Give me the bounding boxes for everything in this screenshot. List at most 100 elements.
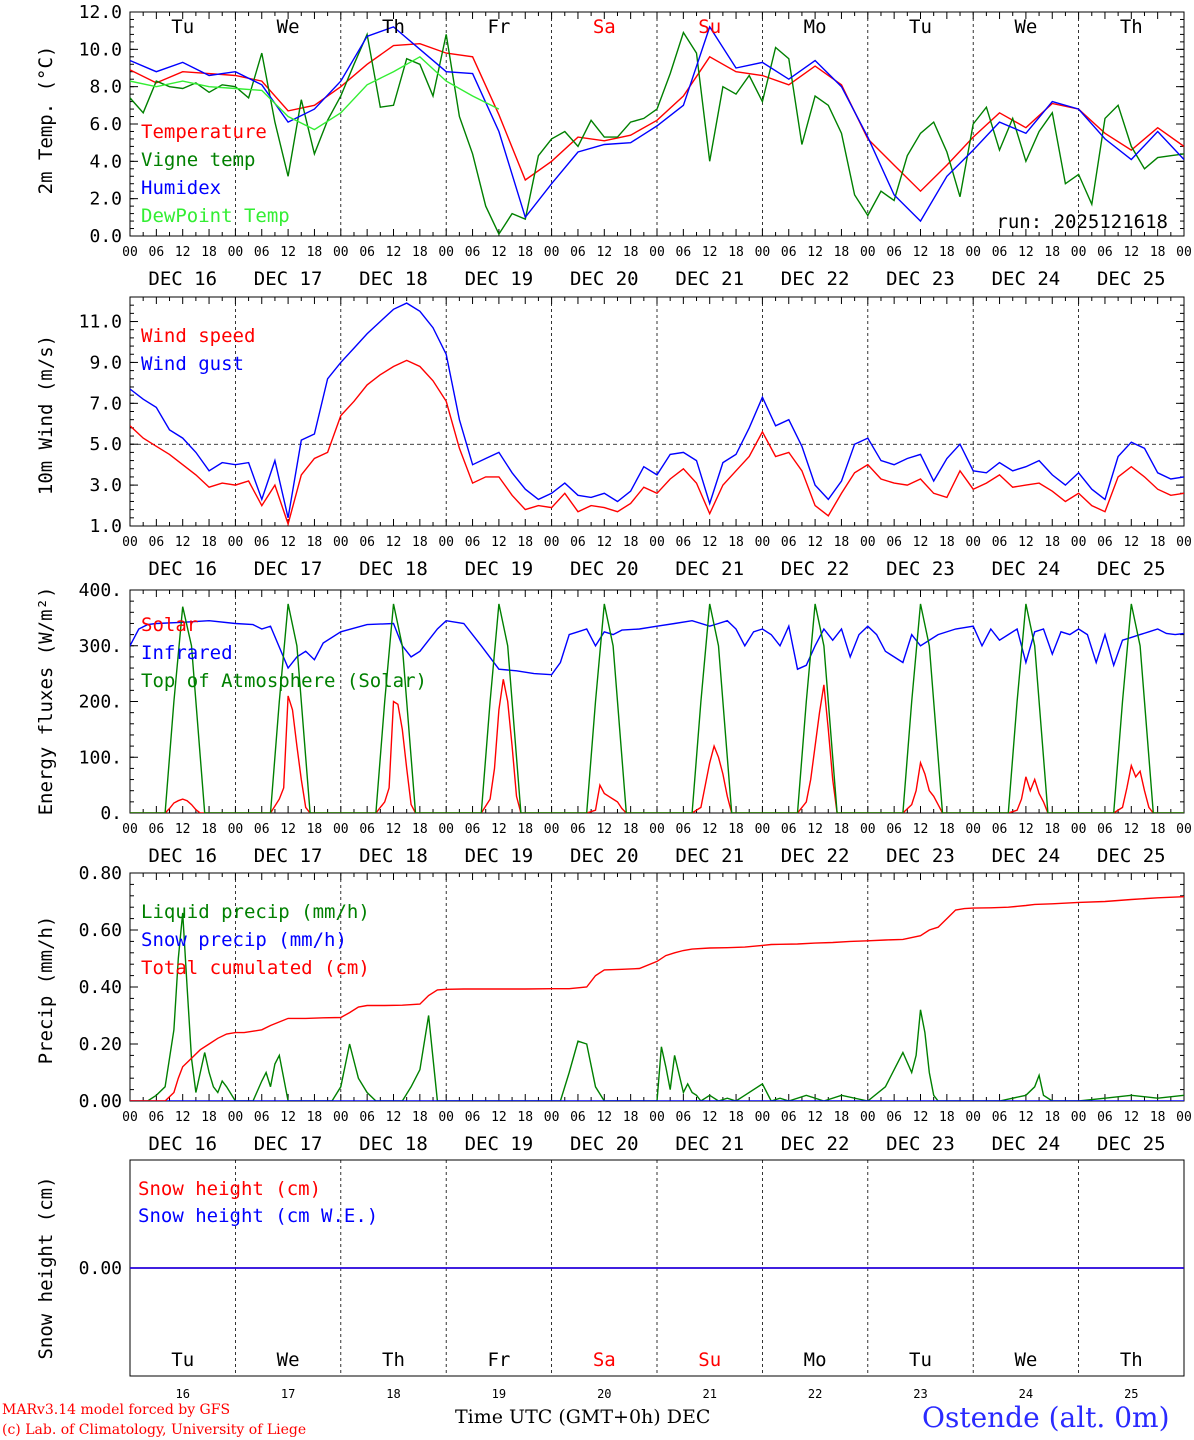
hour-tick-label: 12 (386, 822, 402, 837)
weekday-label: Fr (487, 1349, 510, 1371)
hour-tick-label: 18 (623, 535, 639, 550)
hour-tick-label: 18 (412, 245, 428, 260)
hour-tick-label: 00 (122, 1110, 138, 1125)
y-axis-title: 2m Temp. (°C) (35, 46, 57, 195)
hour-tick-label: 12 (491, 535, 507, 550)
hour-tick-label: 18 (517, 1110, 533, 1125)
legend-entry: Snow precip (mm/h) (141, 929, 347, 951)
date-label: DEC 21 (675, 268, 744, 290)
hour-tick-label: 18 (307, 1110, 323, 1125)
y-tick-label: 200. (79, 692, 122, 713)
hour-tick-label: 18 (412, 535, 428, 550)
date-label: DEC 17 (254, 268, 323, 290)
legend-entry: Snow height (cm) (138, 1178, 321, 1200)
y-tick-label: 0.80 (79, 863, 122, 884)
weekday-label: Sa (593, 16, 616, 38)
date-label: DEC 18 (359, 1133, 428, 1155)
series-line-solar (130, 679, 1184, 813)
weekday-label: Su (698, 16, 721, 38)
panel-temp: 00 06 12 18 00 06 12 18 00 06 12 18 00 06 12 18 00 06 12 18… (35, 2, 1192, 290)
hour-tick-label: 06 (149, 535, 165, 550)
series-line-infrared (130, 619, 1184, 676)
hour-tick-label: 18 (1150, 822, 1166, 837)
hour-tick-label: 06 (886, 245, 902, 260)
legend-entry: DewPoint Temp (141, 205, 290, 227)
hour-tick-label: 06 (781, 822, 797, 837)
hour-tick-label: 18 (517, 822, 533, 837)
hour-tick-label: 18 (939, 245, 955, 260)
hour-tick-label: 18 (939, 535, 955, 550)
panel-wind: 00 06 12 18 00 06 12 18 00 06 12 18 00 06 12 18 00 06 12 18… (35, 296, 1192, 580)
hour-tick-label: 00 (438, 245, 454, 260)
hour-tick-label: 00 (544, 822, 560, 837)
date-label: DEC 17 (254, 1133, 323, 1155)
weekday-label: Th (382, 1349, 405, 1371)
date-label: DEC 24 (992, 558, 1061, 580)
weekday-label: Th (1120, 16, 1143, 38)
hour-tick-label: 00 (649, 1110, 665, 1125)
hour-tick-label: 00 (438, 822, 454, 837)
date-label: DEC 23 (886, 268, 955, 290)
station-title: Ostende (alt. 0m) (922, 1401, 1170, 1434)
hour-tick-label: 06 (781, 1110, 797, 1125)
hour-tick-label: 00 (544, 535, 560, 550)
hour-tick-label: 00 (860, 1110, 876, 1125)
hour-tick-label: 06 (992, 822, 1008, 837)
day-number-label: 22 (808, 1387, 822, 1401)
weekday-label: Su (698, 1349, 721, 1371)
weekday-label: Tu (909, 16, 932, 38)
weekday-label: Th (1120, 1349, 1143, 1371)
hour-tick-label: 18 (517, 245, 533, 260)
hour-tick-label: 06 (781, 245, 797, 260)
hour-tick-label: 12 (280, 822, 296, 837)
date-label: DEC 22 (781, 845, 850, 867)
date-label: DEC 16 (148, 268, 217, 290)
date-label: DEC 19 (465, 1133, 534, 1155)
hour-tick-label: 06 (1097, 535, 1113, 550)
legend-entry: Wind speed (141, 325, 255, 347)
hour-tick-label: 00 (438, 535, 454, 550)
hour-tick-label: 00 (965, 535, 981, 550)
hour-tick-label: 18 (834, 1110, 850, 1125)
day-number-label: 23 (913, 1387, 927, 1401)
hour-tick-label: 06 (1097, 245, 1113, 260)
hour-tick-label: 00 (860, 822, 876, 837)
series-line-liquid-precip-mm-h- (130, 912, 1184, 1101)
hour-tick-label: 00 (860, 245, 876, 260)
legend-entry: Top of Atmosphere (Solar) (141, 670, 427, 692)
date-label: DEC 22 (781, 268, 850, 290)
series-line-top-of-atmosphere-solar- (130, 603, 1184, 813)
date-label: DEC 16 (148, 558, 217, 580)
y-tick-label: 0.00 (79, 1091, 122, 1112)
hour-tick-label: 12 (386, 245, 402, 260)
series-line-wind-speed (130, 359, 1184, 526)
hour-tick-label: 06 (254, 1110, 270, 1125)
hour-tick-label: 06 (254, 245, 270, 260)
hour-tick-label: 00 (1071, 535, 1087, 550)
hour-tick-label: 00 (755, 822, 771, 837)
hour-tick-label: 18 (1150, 245, 1166, 260)
date-label: DEC 19 (465, 558, 534, 580)
panel-energy: 00 06 12 18 00 06 12 18 00 06 12 18 00 06 12 18 00 06 12 18… (35, 580, 1192, 867)
date-label: DEC 25 (1097, 1133, 1166, 1155)
hour-tick-label: 12 (175, 535, 191, 550)
panel-frame (129, 11, 1185, 237)
hour-tick-label: 06 (886, 535, 902, 550)
y-tick-label: 300. (79, 636, 122, 657)
hour-tick-label: 18 (1150, 1110, 1166, 1125)
y-tick-label: 3.0 (89, 475, 122, 496)
y-tick-label: 4.0 (89, 151, 122, 172)
hour-tick-label: 06 (992, 535, 1008, 550)
hour-tick-label: 12 (913, 245, 929, 260)
hour-tick-label: 06 (676, 535, 692, 550)
hour-tick-label: 00 (228, 535, 244, 550)
date-label: DEC 20 (570, 845, 639, 867)
hour-tick-label: 06 (149, 245, 165, 260)
date-label: DEC 24 (992, 1133, 1061, 1155)
hour-tick-label: 00 (333, 822, 349, 837)
date-label: DEC 19 (465, 268, 534, 290)
weekday-label: Tu (171, 1349, 194, 1371)
y-tick-label: 10.0 (79, 39, 122, 60)
y-tick-label: 1.0 (89, 516, 122, 537)
date-label: DEC 17 (254, 845, 323, 867)
